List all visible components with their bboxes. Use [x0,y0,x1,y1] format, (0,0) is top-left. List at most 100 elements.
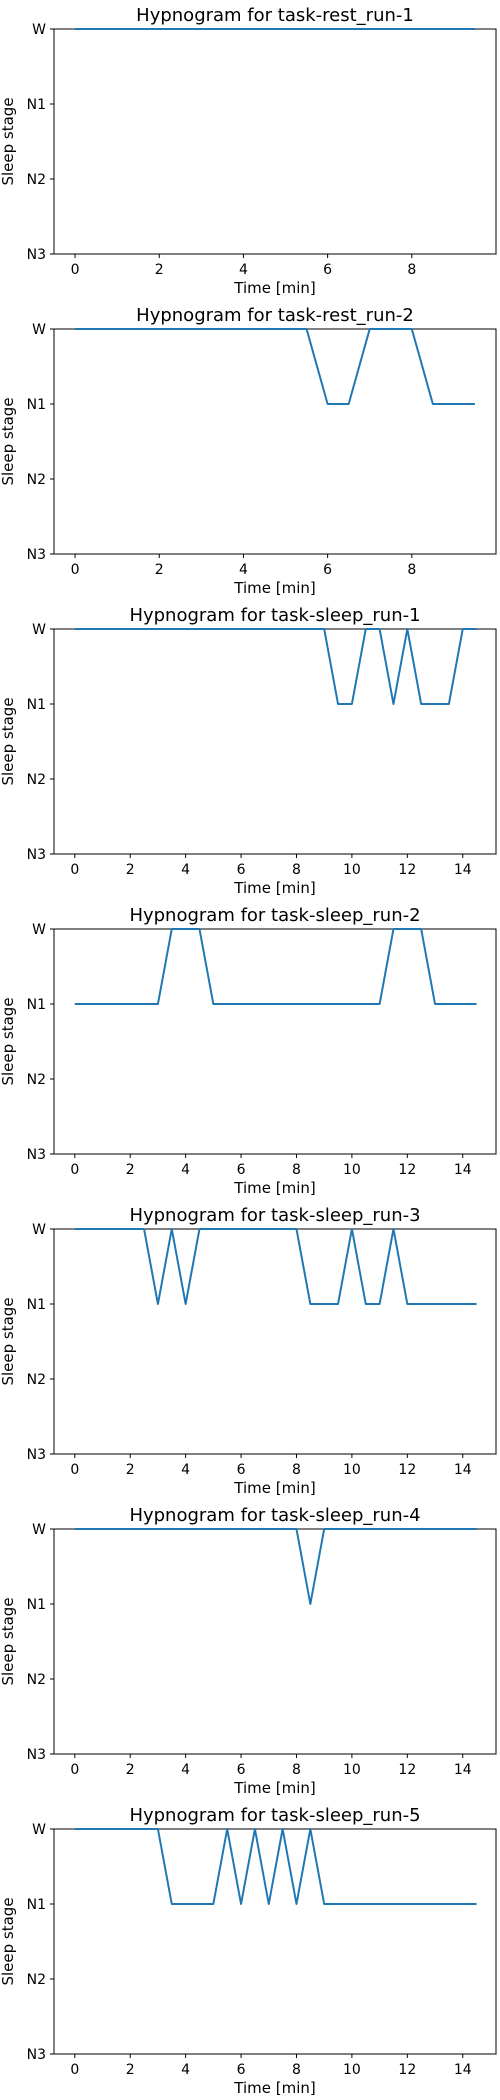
y-tick-label: N1 [27,1297,46,1313]
chart-title: Hypnogram for task-rest_run-1 [136,5,414,26]
y-tick-label: W [32,322,46,338]
x-tick-label: 6 [237,1162,246,1178]
chart-panel-2: Hypnogram for task-rest_run-2 W N1 N2 N3 0 2 4 6… [0,305,496,597]
x-tick-label: 8 [407,562,416,578]
y-axis-label: Sleep stage [0,697,17,785]
x-tick-label: 4 [181,2062,190,2078]
x-tick-label: 12 [398,1462,416,1478]
x-axis-label: Time [min] [233,579,315,597]
y-tick-label: N3 [27,1747,46,1763]
x-tick-label: 0 [71,262,80,278]
x-tick-label: 10 [343,1462,361,1478]
y-tick-label: N2 [27,472,46,488]
y-axis-label: Sleep stage [0,1297,17,1385]
axes-frame [54,329,496,554]
chart-panel-5: Hypnogram for task-sleep_run-3 W N1 N2 N3 0 2 4… [0,1205,496,1497]
chart-panel-6: Hypnogram for task-sleep_run-4 W N1 N2 N3 0 2 4… [0,1505,496,1797]
x-tick-label: 4 [239,262,248,278]
x-tick-label: 0 [70,1462,79,1478]
x-tick-label: 4 [239,562,248,578]
x-tick-label: 12 [398,1162,416,1178]
x-tick-label: 0 [70,1762,79,1778]
y-tick-label: N3 [27,2047,46,2063]
x-tick-label: 2 [126,2062,135,2078]
y-axis-label: Sleep stage [0,1597,17,1685]
x-tick-label: 8 [292,2062,301,2078]
y-tick-label: W [32,1222,46,1238]
x-tick-label: 0 [70,1162,79,1178]
y-tick-label: N1 [27,1597,46,1613]
x-tick-label: 2 [126,1462,135,1478]
x-axis-label: Time [min] [233,279,315,297]
x-tick-label: 10 [343,2062,361,2078]
x-tick-label: 14 [454,1762,472,1778]
x-tick-label: 4 [181,1762,190,1778]
y-tick-label: N3 [27,247,46,263]
chart-panel-1: Hypnogram for task-rest_run-1 W N1 N2 N3 0 2 4 6… [0,5,496,297]
axes-frame [54,29,496,254]
y-tick-label: N2 [27,1372,46,1388]
chart-panel-4: Hypnogram for task-sleep_run-2 W N1 N2 N3 0 2 4… [0,905,496,1197]
hypnogram-series-line [75,1229,477,1304]
y-tick-label: W [32,922,46,938]
x-tick-label: 14 [454,1462,472,1478]
y-tick-label: N1 [27,697,46,713]
chart-panel-3: Hypnogram for task-sleep_run-1 W N1 N2 N3 0 2 4… [0,605,496,897]
y-tick-label: W [32,1522,46,1538]
y-tick-label: N3 [27,1147,46,1163]
x-tick-label: 6 [237,862,246,878]
x-tick-label: 6 [237,2062,246,2078]
y-axis-label: Sleep stage [0,97,17,185]
y-tick-label: W [32,622,46,638]
x-tick-label: 2 [126,862,135,878]
hypnogram-series-line [75,1829,477,1904]
x-tick-label: 14 [454,2062,472,2078]
x-tick-label: 8 [292,1462,301,1478]
y-axis-label: Sleep stage [0,397,17,485]
axes-frame [54,1829,496,2054]
x-tick-label: 10 [343,1762,361,1778]
axes-frame [54,629,496,854]
x-tick-label: 14 [454,1162,472,1178]
x-axis-label: Time [min] [233,1779,315,1797]
x-tick-label: 0 [70,2062,79,2078]
chart-panel-7: Hypnogram for task-sleep_run-5 W N1 N2 N3 0 2 4… [0,1805,496,2097]
y-tick-label: N3 [27,547,46,563]
x-tick-label: 6 [323,562,332,578]
axes-frame [54,1229,496,1454]
y-tick-label: N2 [27,172,46,188]
y-tick-label: N1 [27,997,46,1013]
x-tick-label: 12 [398,862,416,878]
y-tick-label: W [32,1822,46,1838]
x-axis-label: Time [min] [233,2079,315,2097]
x-tick-label: 4 [181,1462,190,1478]
x-tick-label: 0 [70,862,79,878]
x-tick-label: 2 [126,1762,135,1778]
y-tick-label: N2 [27,1672,46,1688]
hypnogram-series-line [75,1529,477,1604]
y-axis-label: Sleep stage [0,1897,17,1985]
x-tick-label: 8 [292,1162,301,1178]
x-axis-label: Time [min] [233,1479,315,1497]
y-tick-label: W [32,22,46,38]
x-tick-label: 8 [407,262,416,278]
y-tick-label: N3 [27,847,46,863]
y-tick-label: N3 [27,1447,46,1463]
chart-title: Hypnogram for task-sleep_run-4 [129,1505,420,1526]
x-tick-label: 10 [343,1162,361,1178]
x-axis-label: Time [min] [233,1179,315,1197]
x-tick-label: 8 [292,1762,301,1778]
x-tick-label: 6 [237,1462,246,1478]
x-tick-label: 2 [155,562,164,578]
x-tick-label: 6 [237,1762,246,1778]
x-tick-label: 12 [398,1762,416,1778]
chart-title: Hypnogram for task-sleep_run-3 [129,1205,420,1226]
y-tick-label: N2 [27,772,46,788]
hypnogram-series-line [75,929,477,1004]
x-tick-label: 10 [343,862,361,878]
x-tick-label: 0 [71,562,80,578]
axes-frame [54,929,496,1154]
x-tick-label: 6 [323,262,332,278]
chart-title: Hypnogram for task-sleep_run-5 [129,1805,420,1826]
